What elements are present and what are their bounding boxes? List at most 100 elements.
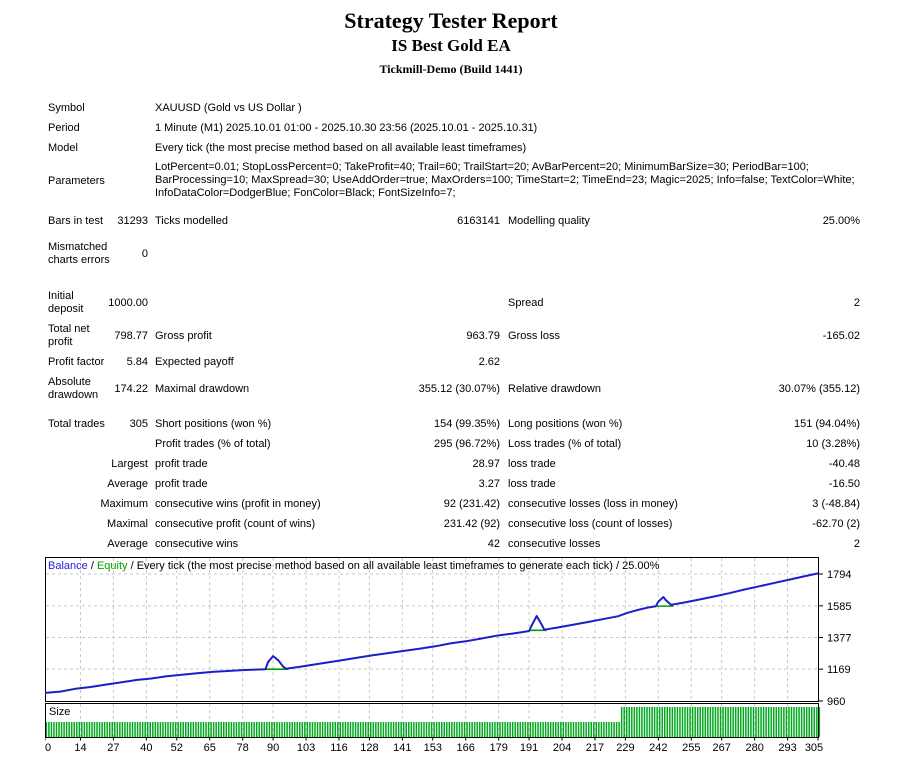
size-panel-border	[45, 703, 819, 738]
size-bar	[565, 722, 567, 737]
size-bar	[331, 722, 334, 737]
server-build: Tickmill-Demo (Build 1441)	[379, 62, 523, 76]
maximal-label: Maximal	[107, 518, 148, 530]
size-bar	[131, 722, 134, 737]
maximal-consec-loss-value: -62.70 (2)	[812, 518, 860, 530]
size-bar	[813, 707, 816, 737]
size-bar	[489, 722, 491, 737]
size-bar	[760, 707, 762, 737]
size-bar	[772, 707, 775, 737]
size-bar	[283, 722, 286, 737]
total-trades-value: 305	[129, 418, 148, 430]
size-bar	[486, 722, 489, 737]
x-axis-label: 90	[267, 742, 279, 754]
spread-cell: Spread 2	[508, 289, 860, 317]
size-bar	[742, 707, 745, 737]
size-bar	[783, 707, 785, 737]
size-bar	[159, 722, 162, 737]
size-bar	[580, 722, 582, 737]
size-bar	[207, 722, 210, 737]
size-bar	[225, 722, 228, 737]
size-bar	[410, 722, 413, 737]
size-bar	[534, 722, 537, 737]
profit-trades-value: 295 (96.72%)	[433, 438, 500, 450]
size-bar	[375, 722, 377, 737]
relative-drawdown-cell: Relative drawdown 30.07% (355.12)	[508, 375, 860, 403]
modelling-quality-label: Modelling quality	[508, 215, 590, 227]
maximal-consec-loss-cell: consecutive loss (count of losses) -62.70…	[508, 517, 860, 531]
average-profit-value: 3.27	[478, 478, 500, 490]
size-bar	[339, 722, 342, 737]
x-axis-label: 242	[649, 742, 667, 754]
size-bar	[666, 707, 669, 737]
size-bar	[582, 722, 585, 737]
size-bar	[547, 722, 549, 737]
long-positions-label: Long positions (won %)	[508, 418, 623, 430]
size-bar	[103, 722, 106, 737]
size-bar	[124, 722, 126, 737]
x-axis-label: 255	[682, 742, 700, 754]
size-bar	[646, 707, 648, 737]
size-bar	[271, 722, 273, 737]
parameters-value: LotPercent=0.01; StopLossPercent=0; Take…	[155, 161, 860, 200]
parameters-line-1: LotPercent=0.01; StopLossPercent=0; Take…	[155, 161, 809, 173]
parameters-line-2: BarProcessing=10; MaxSpread=30; UseAddOr…	[155, 174, 855, 186]
size-bar	[359, 722, 362, 737]
absolute-drawdown-value: 174.22	[114, 383, 148, 395]
report-title: Strategy Tester Report	[344, 8, 558, 33]
period-label: Period	[48, 122, 80, 134]
size-bar	[126, 722, 129, 737]
size-bar	[686, 707, 689, 737]
x-axis-label: 27	[107, 742, 119, 754]
avg-consec-wins-cell: consecutive wins 42	[155, 537, 500, 551]
gross-profit-label: Gross profit	[155, 330, 212, 342]
legend-description: Every tick (the most precise method base…	[137, 560, 660, 572]
size-bar	[517, 722, 519, 737]
size-bar	[747, 707, 750, 737]
size-bar	[737, 707, 739, 737]
x-axis-label: 65	[204, 742, 216, 754]
size-bar	[316, 722, 319, 737]
size-bar	[190, 722, 192, 737]
size-bar	[633, 707, 636, 737]
parameters-line-3: InfoDataColor=DodgerBlue; FonColor=Black…	[155, 187, 456, 199]
size-bar	[101, 722, 103, 737]
size-bar	[202, 722, 205, 737]
size-bar	[347, 722, 349, 737]
size-bar	[187, 722, 190, 737]
short-positions-cell: Short positions (won %) 154 (99.35%)	[155, 417, 500, 431]
size-bar	[86, 722, 88, 737]
max-consec-wins-cell: consecutive wins (profit in money) 92 (23…	[155, 497, 500, 511]
size-bar	[357, 722, 359, 737]
size-bar	[405, 722, 407, 737]
largest-profit-label: profit trade	[155, 458, 208, 470]
expected-payoff-value: 2.62	[478, 356, 500, 368]
size-bar	[788, 707, 790, 737]
balance-line	[45, 572, 819, 694]
size-bar	[139, 722, 141, 737]
size-bar	[240, 722, 243, 737]
size-bar	[114, 722, 116, 737]
long-positions-cell: Long positions (won %) 151 (94.04%)	[508, 417, 860, 431]
size-bar	[65, 722, 68, 737]
size-bar	[501, 722, 504, 737]
x-axis-label: 128	[360, 742, 378, 754]
size-bar	[443, 722, 445, 737]
size-bar	[93, 722, 96, 737]
model-value: Every tick (the most precise method base…	[155, 142, 527, 154]
size-bar	[484, 722, 486, 737]
balance-chart: 1794 1585 1377 1169 960 Balance / Equity / Ev…	[45, 557, 851, 754]
size-bar	[463, 722, 466, 737]
size-bar	[438, 722, 440, 737]
size-bar	[628, 707, 631, 737]
y-axis-label: 1377	[827, 633, 851, 645]
model-cell: Model	[48, 141, 148, 155]
size-bar	[603, 722, 605, 737]
size-bar	[587, 722, 590, 737]
size-bar	[106, 722, 108, 737]
absolute-drawdown-cell: Absolute drawdown 174.22	[48, 375, 148, 403]
ticks-modelled-label: Ticks modelled	[155, 215, 228, 227]
size-bar	[136, 722, 139, 737]
profit-factor-value: 5.84	[126, 356, 148, 368]
x-axis-label: 204	[553, 742, 571, 754]
